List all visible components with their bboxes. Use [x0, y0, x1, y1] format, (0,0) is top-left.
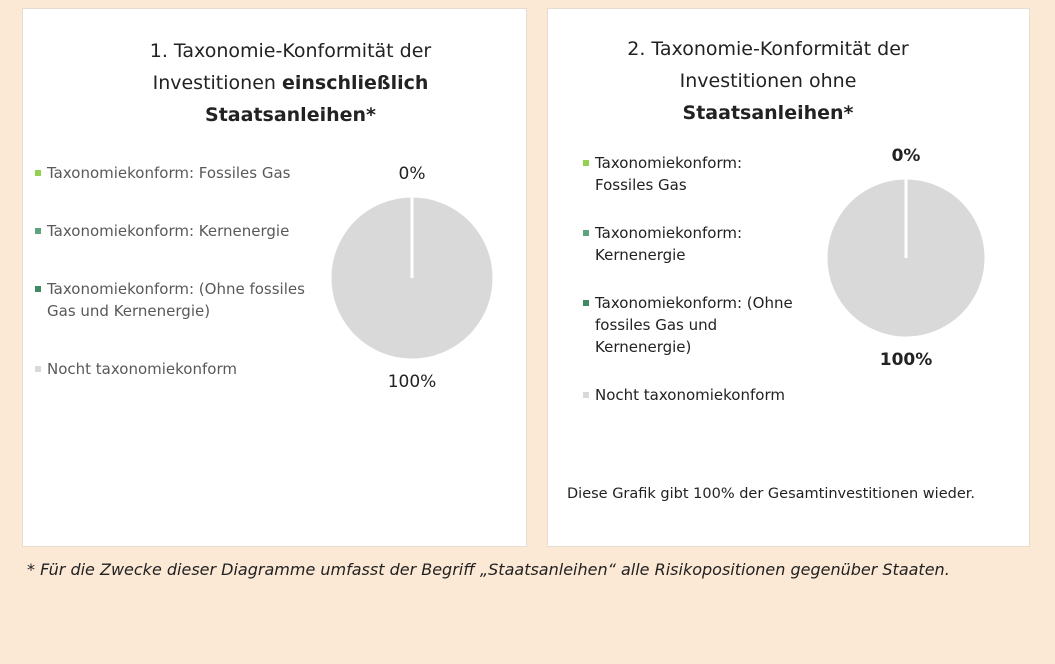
legend-label: Taxonomiekonform: (Ohne fossiles Gas und… — [595, 294, 793, 356]
data-label: 0% — [892, 146, 921, 166]
legend-item: Nocht taxonomiekonform — [583, 384, 798, 406]
legend-label: Nocht taxonomiekonform — [47, 360, 237, 378]
legend-label: Taxonomiekonform: Fossiles Gas — [47, 164, 291, 182]
legend-label: Taxonomiekonform: Kernenergie — [595, 224, 743, 264]
legend-swatch — [583, 392, 589, 398]
chart-title: 1. Taxonomie-Konformität der Investition… — [118, 35, 463, 131]
legend-label: Nocht taxonomiekonform — [595, 386, 785, 404]
legend-item: Taxonomiekonform: Fossiles Gas — [35, 162, 315, 184]
legend-item: Taxonomiekonform: Kernenergie — [583, 222, 798, 266]
pie-slice — [824, 176, 988, 340]
legend-label: Taxonomiekonform: Fossiles Gas — [595, 154, 743, 194]
pie-chart: 0% 100% — [824, 146, 988, 370]
pie-slice — [328, 194, 496, 362]
legend-swatch — [583, 230, 589, 236]
legend-swatch — [35, 286, 41, 292]
legend: Taxonomiekonform: Fossiles Gas Taxonomiek… — [583, 152, 798, 432]
legend-item: Taxonomiekonform: Kernenergie — [35, 220, 315, 242]
legend-swatch — [583, 160, 589, 166]
footnote-marker: * — [27, 560, 35, 579]
title-bold: Staatsanleihen* — [682, 102, 854, 124]
legend-item: Taxonomiekonform: (Ohne fossiles Gas und… — [35, 278, 315, 322]
legend-swatch — [583, 300, 589, 306]
legend-item: Taxonomiekonform: (Ohne fossiles Gas und… — [583, 292, 798, 358]
chart-note: Diese Grafik gibt 100% der Gesamtinvesti… — [567, 486, 975, 502]
chart-title: 2. Taxonomie-Konformität der Investition… — [608, 33, 928, 129]
data-label: 0% — [399, 164, 426, 184]
legend-item: Taxonomiekonform: Fossiles Gas — [583, 152, 798, 196]
legend-swatch — [35, 170, 41, 176]
title-text: 1. Taxonomie-Konformität der Investition… — [149, 40, 432, 94]
legend-label: Taxonomiekonform: Kernenergie — [47, 222, 290, 240]
footnote: * Für die Zwecke dieser Diagramme umfass… — [27, 557, 987, 583]
footnote-text: Für die Zwecke dieser Diagramme umfasst … — [40, 560, 950, 579]
title-bold: einschließlich Staatsanleihen* — [205, 72, 429, 126]
legend-item: Nocht taxonomiekonform — [35, 358, 315, 380]
chart-panel: 1. Taxonomie-Konformität der Investition… — [22, 8, 527, 547]
legend-label: Taxonomiekonform: (Ohne fossiles Gas und… — [47, 280, 305, 320]
data-label: 100% — [388, 372, 437, 392]
pie-chart: 0% 100% — [328, 164, 496, 392]
data-label: 100% — [880, 350, 933, 370]
legend: Taxonomiekonform: Fossiles Gas Taxonomiek… — [35, 162, 315, 416]
title-text: 2. Taxonomie-Konformität der Investition… — [627, 38, 909, 92]
legend-swatch — [35, 228, 41, 234]
chart-panel: 2. Taxonomie-Konformität der Investition… — [547, 8, 1030, 547]
legend-swatch — [35, 366, 41, 372]
